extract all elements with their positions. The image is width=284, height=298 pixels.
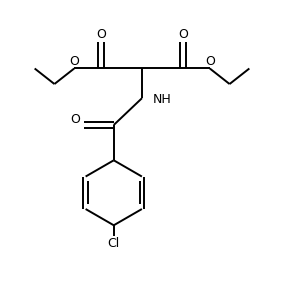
- Text: O: O: [69, 55, 79, 68]
- Text: O: O: [71, 113, 81, 126]
- Text: NH: NH: [153, 93, 172, 106]
- Text: O: O: [205, 55, 215, 68]
- Text: O: O: [178, 28, 188, 41]
- Text: O: O: [96, 28, 106, 41]
- Text: Cl: Cl: [108, 237, 120, 250]
